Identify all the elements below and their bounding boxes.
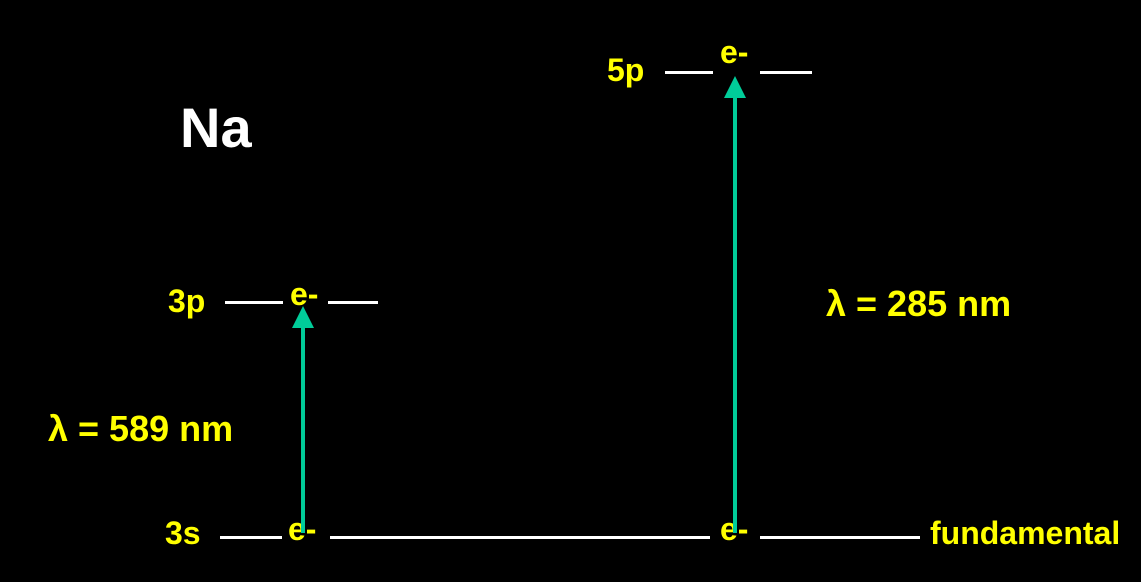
level-3s-label: 3s xyxy=(165,515,201,552)
level-3s-line xyxy=(220,536,282,539)
level-3s-line xyxy=(330,536,710,539)
electron-5p: e- xyxy=(720,34,748,71)
level-3p-line xyxy=(328,301,378,304)
arrow-3s-3p xyxy=(301,306,305,533)
lambda-285: λ = 285 nm xyxy=(826,283,1011,325)
element-symbol: Na xyxy=(180,95,252,160)
lambda-589: λ = 589 nm xyxy=(48,408,233,450)
level-3s-line xyxy=(760,536,920,539)
level-5p-line xyxy=(760,71,812,74)
level-3p-line xyxy=(225,301,283,304)
fundamental-label: fundamental xyxy=(930,515,1120,552)
arrow-3s-5p xyxy=(733,76,737,533)
level-5p-label: 5p xyxy=(607,52,644,89)
arrow-shaft xyxy=(301,324,305,533)
level-5p-line xyxy=(665,71,713,74)
diagram-canvas: { "element_label": { "text": "Na", "x": … xyxy=(0,0,1141,582)
level-3p-label: 3p xyxy=(168,283,205,320)
arrow-shaft xyxy=(733,94,737,533)
